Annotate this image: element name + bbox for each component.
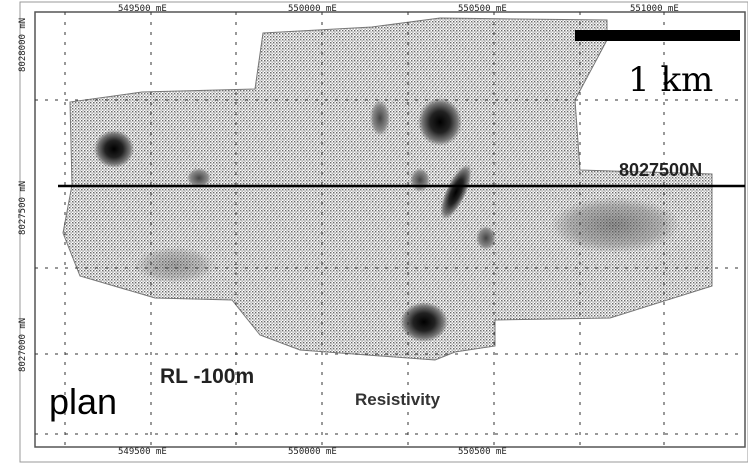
anomaly-southwest: [135, 247, 215, 283]
anomaly-east-minor: [476, 226, 496, 250]
anomaly-north-ridge: [370, 100, 390, 136]
anomaly-east-broad: [550, 197, 680, 253]
bottom-tick-3: 550500 mE: [458, 447, 507, 457]
survey-texture: [63, 18, 712, 360]
bottom-tick-2: 550000 mE: [288, 447, 337, 457]
anomaly-west: [94, 130, 134, 168]
map-frame: [34, 11, 746, 448]
left-tick-3: 8027000 mN: [18, 317, 28, 372]
anomaly-central-side: [410, 168, 430, 192]
map-grid: [35, 12, 745, 447]
left-tick-1: 8028000 mN: [18, 17, 28, 72]
top-tick-3: 550500 mE: [458, 4, 507, 14]
top-tick-4: 551000 mE: [630, 4, 679, 14]
left-tick-2: 8027500 mN: [18, 180, 28, 235]
frame-border-strip: [19, 1, 748, 463]
product-label: Resistivity: [355, 390, 441, 409]
top-tick-1: 549500 mE: [118, 4, 167, 14]
anomaly-central: [440, 164, 472, 220]
scale-bar: [575, 30, 740, 41]
bottom-tick-1: 549500 mE: [118, 447, 167, 457]
anomaly-south: [400, 302, 448, 342]
anomaly-north: [418, 98, 462, 146]
anomaly-west-minor: [187, 168, 211, 188]
top-tick-2: 550000 mE: [288, 4, 337, 14]
section-line-label: 8027500N: [619, 160, 703, 180]
level-label: RL -100m: [160, 365, 255, 388]
scale-bar-label: 1 km: [628, 60, 714, 100]
view-label: plan: [49, 381, 118, 422]
